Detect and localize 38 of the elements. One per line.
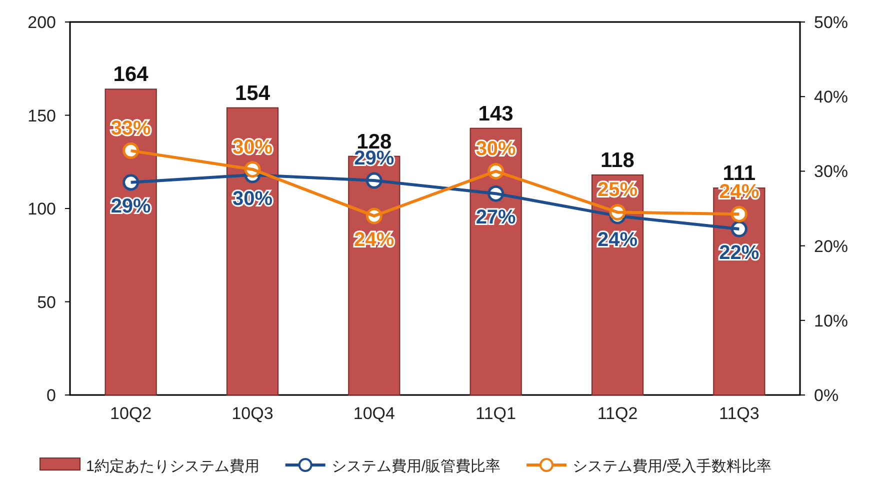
- x-tick-label: 10Q3: [232, 404, 274, 423]
- data-label: 111: [722, 162, 756, 185]
- bar: [470, 128, 522, 396]
- x-tick-label: 10Q2: [110, 404, 152, 423]
- y-tick-label: 100: [28, 200, 56, 218]
- y-tick-label: 200: [28, 13, 56, 32]
- data-label: 143: [478, 102, 514, 126]
- x-tick-label: 11Q2: [597, 404, 638, 423]
- data-label: 25%: [597, 179, 638, 202]
- y2-tick-label: 0%: [814, 386, 839, 405]
- y2-tick-label: 40%: [814, 88, 848, 107]
- legend-label: システム費用/販管費比率: [331, 458, 501, 475]
- y-tick-label: 50: [37, 292, 56, 312]
- x-tick-label: 11Q3: [719, 404, 760, 423]
- data-label: 29%: [110, 195, 152, 218]
- x-tick-label: 10Q4: [353, 404, 395, 423]
- y2-tick-label: 10%: [814, 311, 848, 330]
- data-label: 33%: [110, 118, 152, 140]
- data-label: 118: [600, 148, 635, 172]
- legend-label: システム費用/受入手数料比率: [572, 458, 772, 475]
- bar: [104, 88, 157, 396]
- data-label: 154: [234, 82, 270, 105]
- data-label: 22%: [719, 242, 760, 264]
- y2-tick-label: 30%: [814, 162, 848, 182]
- y-tick-label: 0: [46, 386, 56, 405]
- legend-label: 1約定あたりシステム費用: [86, 458, 260, 475]
- y2-tick-label: 20%: [814, 236, 848, 256]
- data-label: 30%: [232, 188, 273, 210]
- data-label: 24%: [354, 228, 394, 251]
- data-label: 27%: [476, 206, 516, 229]
- data-label: 30%: [476, 138, 516, 160]
- data-label: 30%: [232, 136, 273, 158]
- bar: [226, 107, 279, 396]
- x-tick-label: 11Q1: [476, 404, 516, 423]
- data-label: 164: [113, 63, 149, 86]
- data-label: 24%: [597, 228, 638, 251]
- y-tick-label: 150: [28, 106, 56, 126]
- y2-tick-label: 50%: [814, 13, 848, 32]
